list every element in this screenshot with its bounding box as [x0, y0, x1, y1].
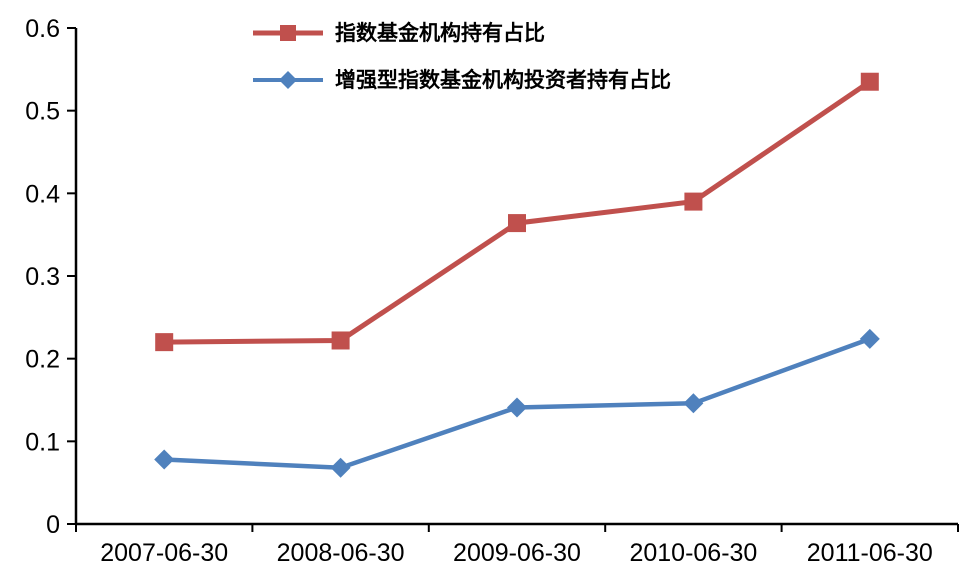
series-line-0	[164, 79, 872, 345]
data-point-square	[155, 333, 174, 352]
y-tick-label: 0.6	[25, 15, 60, 43]
data-point-square	[508, 214, 526, 233]
data-point-diamond	[859, 328, 880, 349]
y-tick-label: 0.2	[25, 346, 60, 374]
legend-label-index-fund: 指数基金机构持有占比	[335, 20, 545, 45]
data-point-square	[860, 72, 879, 91]
data-point-square	[331, 331, 350, 350]
x-tick-label: 2008-06-30	[277, 539, 405, 567]
x-tick-label: 2009-06-30	[453, 539, 581, 567]
y-tick-label: 0.4	[25, 180, 60, 208]
y-tick-label: 0.1	[25, 428, 60, 456]
legend-swatch-square-icon	[253, 24, 323, 41]
legend-label-enhanced-index-fund: 增强型指数基金机构投资者持有占比	[335, 67, 671, 92]
legend-swatch-diamond-icon	[253, 70, 323, 89]
data-point-diamond	[683, 393, 704, 414]
data-point-diamond	[507, 397, 527, 418]
y-tick-label: 0.3	[25, 263, 60, 291]
x-tick-label: 2011-06-30	[807, 539, 933, 567]
data-point-diamond	[330, 457, 351, 478]
legend-item-enhanced-index-fund: 增强型指数基金机构投资者持有占比	[253, 69, 671, 90]
legend-item-index-fund: 指数基金机构持有占比	[253, 22, 671, 43]
y-tick-label: 0.5	[25, 98, 60, 126]
x-tick-label: 2010-06-30	[629, 539, 757, 567]
data-point-square	[684, 192, 703, 211]
x-tick-label: 2007-06-30	[100, 539, 228, 567]
data-point-diamond	[154, 449, 175, 470]
chart-legend: 指数基金机构持有占比 增强型指数基金机构投资者持有占比	[253, 22, 671, 90]
y-tick-label: 0	[46, 511, 60, 539]
